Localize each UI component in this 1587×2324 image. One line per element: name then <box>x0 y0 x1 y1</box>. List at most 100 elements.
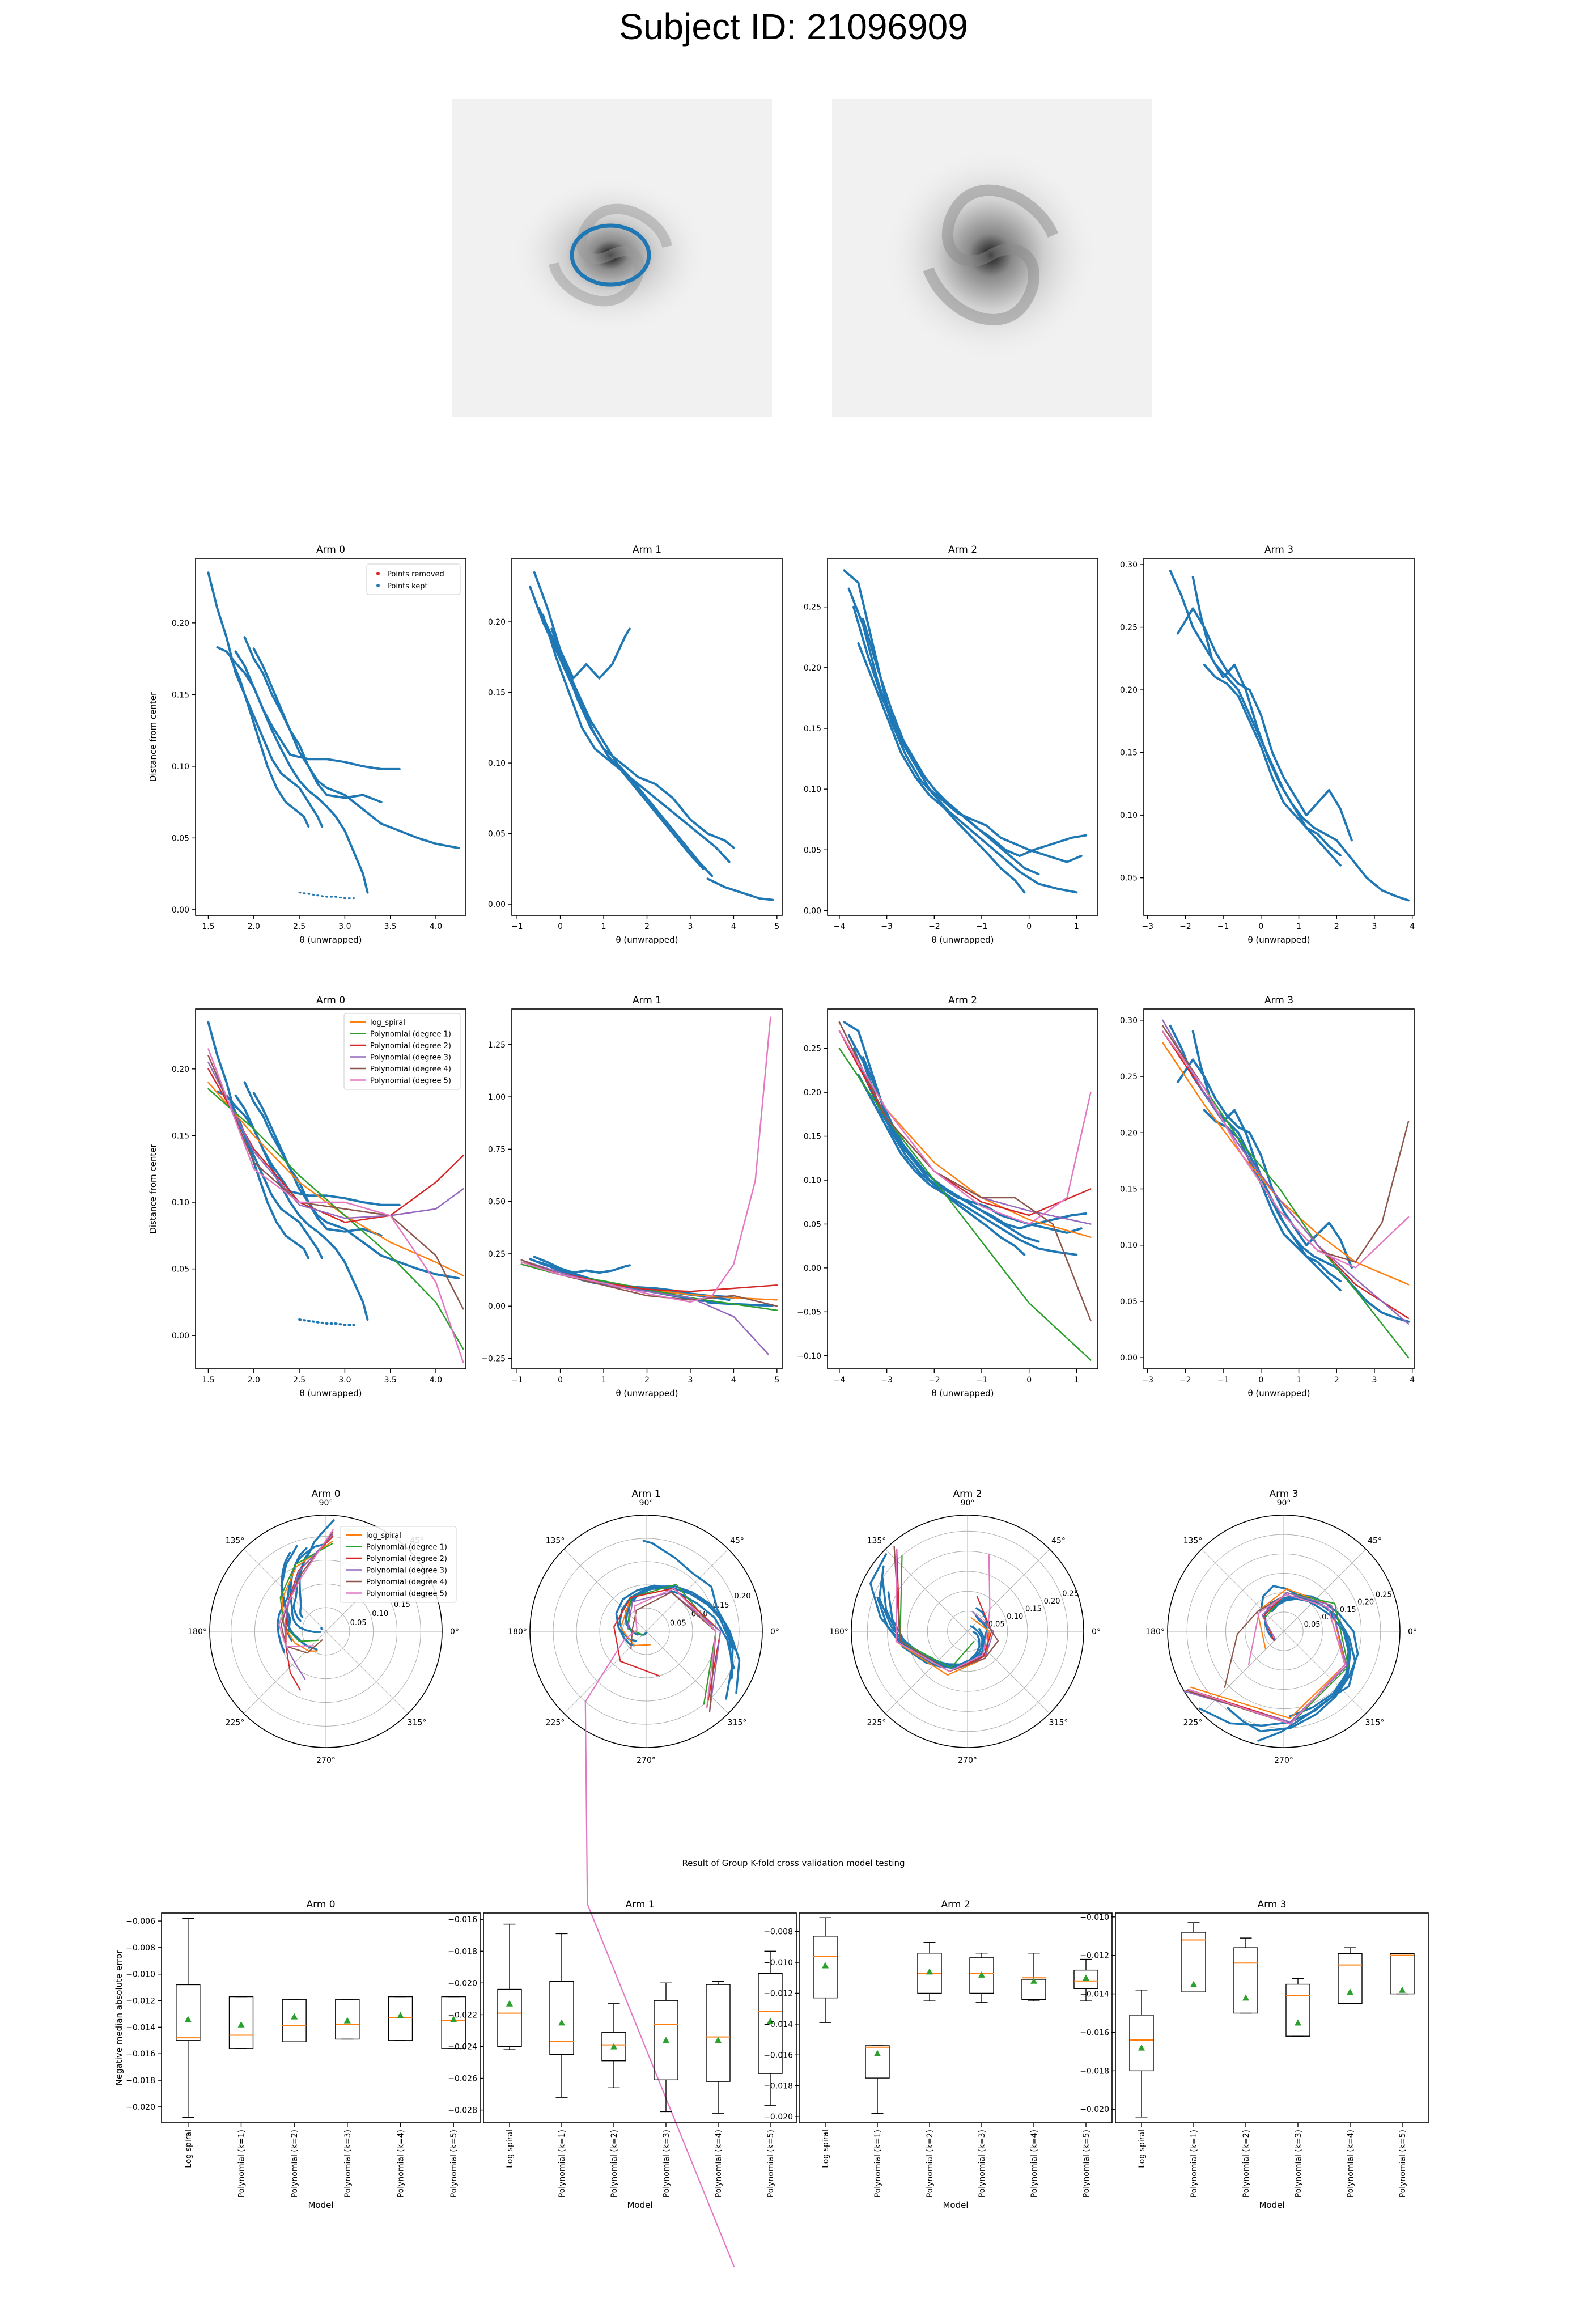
cv-arm1-ytick-label: −0.022 <box>448 2011 477 2020</box>
cv-arm2-title: Arm 2 <box>941 1899 970 1910</box>
cv-arm1-ytick-label: −0.024 <box>448 2042 477 2051</box>
cv-arm0-ytick-label: −0.010 <box>126 1970 155 1979</box>
cv-arm1-ytick-label: −0.018 <box>448 1947 477 1956</box>
fit-arm0-xtick-label: 2.0 <box>248 1376 260 1385</box>
points-kept-series <box>537 607 731 863</box>
box-mean-marker <box>767 2017 774 2024</box>
fit-arm1-ytick-label: 0.25 <box>488 1250 506 1259</box>
polar-fit-line <box>1187 1594 1346 1725</box>
fit-arm0-xtick-label: 3.5 <box>384 1376 397 1385</box>
polar-arm-data <box>642 1540 741 1694</box>
scatter-arm3-xtick-label: 2 <box>1334 922 1339 931</box>
polar-arm-data <box>289 1547 321 1633</box>
fit-arm2-ytick-label: 0.10 <box>804 1176 821 1185</box>
fit-arm1-xtick-label: 5 <box>774 1376 779 1385</box>
box-iqr <box>758 1973 783 2074</box>
polar-angle-label: 270° <box>637 1756 656 1765</box>
fit-arm3-ytick-label: 0.20 <box>1120 1129 1138 1138</box>
cv-category-label: Polynomial (k=2) <box>1242 2130 1251 2198</box>
fit-arm2-frame <box>827 1008 1098 1369</box>
fit-arm1-frame <box>511 1008 783 1369</box>
cv-arm2-ytick-label: −0.008 <box>763 1928 793 1937</box>
arm-data-series <box>298 1318 355 1326</box>
fit-arm0-ylabel: Distance from center <box>148 1144 158 1234</box>
scatter-arm2-title: Arm 2 <box>948 544 977 555</box>
fit-arm3-ytick-label: 0.25 <box>1120 1072 1138 1082</box>
scatter-arm3-xtick-label: 1 <box>1296 922 1301 931</box>
fit-arm3-xtick-label: 0 <box>1258 1376 1263 1385</box>
polar-radius-label: 0.05 <box>988 1620 1005 1629</box>
scatter-arm3-xtick-label: −1 <box>1217 922 1229 931</box>
polar-fit-line <box>1183 1592 1347 1723</box>
box-mean-marker <box>1138 2044 1145 2051</box>
scatter-arm1-ytick-label: 0.15 <box>488 689 506 698</box>
box-iqr <box>813 1936 838 1999</box>
polar-radius-label: 0.25 <box>1376 1591 1392 1600</box>
arm-data-series <box>1177 1058 1353 1269</box>
cv-category-label: Log spiral <box>1138 2130 1147 2168</box>
scatter-arm3-title: Arm 3 <box>1264 544 1293 555</box>
polar-grid-spoke <box>243 1549 326 1632</box>
fit-arm0-ytick-label: 0.15 <box>172 1131 189 1140</box>
polar-angle-label: 270° <box>1274 1756 1293 1765</box>
polar-radius-label: 0.20 <box>735 1592 751 1601</box>
scatter-arm2-xtick-label: −3 <box>881 922 893 931</box>
fit-arm2-ytick-label: 0.05 <box>804 1220 821 1229</box>
cv-arm3-ytick-label: −0.018 <box>1080 2067 1109 2076</box>
cv-arm2-ytick-label: −0.020 <box>763 2113 793 2122</box>
polar-radius-label: 0.15 <box>1340 1606 1356 1614</box>
polar-radius-label: 0.15 <box>394 1601 410 1609</box>
cv-category-label: Polynomial (k=5) <box>1082 2130 1091 2198</box>
fit-arm3-xtick-label: 4 <box>1410 1376 1415 1385</box>
fit-arm3-xlabel: θ (unwrapped) <box>1247 1388 1310 1398</box>
fit-ellipse <box>570 223 651 287</box>
cv-arm0-ytick-label: −0.016 <box>126 2050 155 2059</box>
fit-arm3-xtick-label: −2 <box>1179 1376 1191 1385</box>
legend-item-label: Polynomial (degree 4) <box>366 1578 447 1587</box>
scatter-arm0-ytick-label: 0.15 <box>172 690 189 699</box>
box-iqr <box>388 1996 413 2041</box>
arm-data-series <box>252 1092 460 1280</box>
scatter-arm2-xtick-label: −2 <box>928 922 940 931</box>
arm-data-series <box>1203 1109 1342 1283</box>
polar-radius-label: 0.05 <box>350 1619 367 1627</box>
cv-arm0-title: Arm 0 <box>306 1899 335 1910</box>
scatter-arm2-xtick-label: 1 <box>1074 922 1079 931</box>
scatter-arm0-xtick-label: 4.0 <box>430 922 442 931</box>
cv-category-label: Polynomial (k=1) <box>558 2130 567 2198</box>
scatter-arm3-ytick-label: 0.10 <box>1120 811 1138 820</box>
polar-fit-line <box>899 1555 975 1669</box>
cv-category-label: Polynomial (k=3) <box>343 2130 353 2198</box>
polar-grid-spoke <box>967 1549 1050 1632</box>
scatter-arm1-ytick-label: 0.10 <box>488 759 506 768</box>
cv-arm2-ytick-label: −0.014 <box>763 2020 793 2029</box>
polar-angle-label: 135° <box>867 1536 886 1545</box>
box-iqr <box>1338 1953 1363 2004</box>
legend-item-label: Polynomial (degree 3) <box>370 1054 451 1062</box>
fit-arm0-ytick-label: 0.20 <box>172 1065 189 1074</box>
cv-category-label: Log spiral <box>821 2130 830 2168</box>
polar-grid-spoke <box>563 1631 647 1714</box>
cv-arm3-title: Arm 3 <box>1257 1899 1286 1910</box>
fit-arm1-xlabel: θ (unwrapped) <box>616 1388 678 1398</box>
fit-arm0-xtick-label: 3.0 <box>338 1376 351 1385</box>
fit-arm1-ytick-label: 1.25 <box>488 1041 506 1050</box>
points-kept-series <box>862 618 1088 857</box>
fit-arm2-xtick-label: 0 <box>1026 1376 1032 1385</box>
fits-legend-box <box>343 1013 461 1090</box>
fit-line <box>207 1048 464 1363</box>
cv-arm2-ytick-label: −0.010 <box>763 1958 793 1967</box>
scatter-arm2-xtick-label: −1 <box>976 922 988 931</box>
fit-arm2-xtick-label: −4 <box>834 1376 846 1385</box>
cv-category-label: Polynomial (k=1) <box>873 2130 882 2198</box>
arm-data-series <box>852 1047 1040 1243</box>
cv-arm0-ytick-label: −0.008 <box>126 1944 155 1953</box>
cv-arm1-title: Arm 1 <box>625 1899 654 1910</box>
fit-arm3-ytick-label: 0.00 <box>1120 1354 1138 1363</box>
fit-arm3-xtick-label: 3 <box>1372 1376 1377 1385</box>
fit-arm1-ytick-label: 0.75 <box>488 1145 506 1154</box>
polar-arm-data <box>615 1584 736 1651</box>
fit-arm3-xtick-label: −1 <box>1217 1376 1229 1385</box>
box-iqr <box>654 2000 678 2081</box>
